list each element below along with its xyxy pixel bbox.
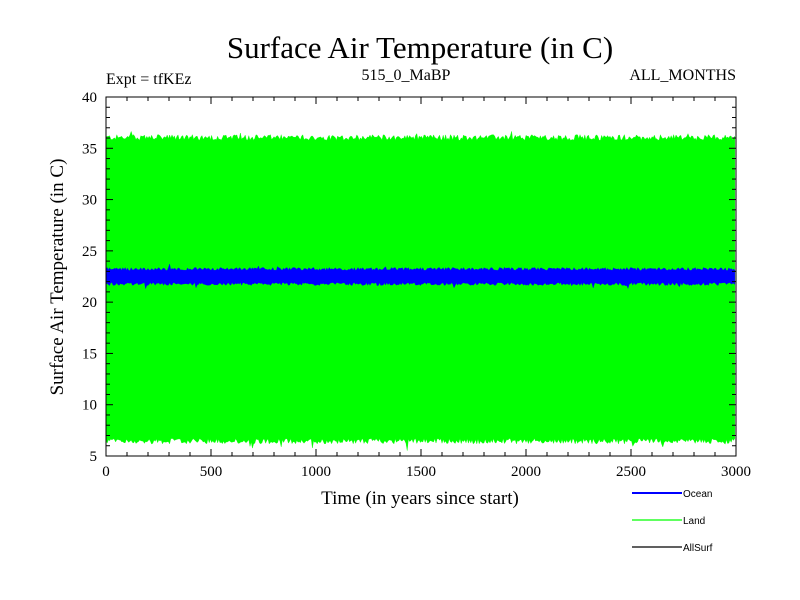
x-tick-label: 3000: [721, 464, 751, 480]
x-tick-label: 2500: [616, 464, 646, 480]
x-axis-label: Time (in years since start): [321, 488, 519, 509]
y-tick-label: 35: [82, 141, 97, 157]
legend-label-ocean: Ocean: [683, 489, 712, 500]
subtitle-center: 515_0_MaBP: [362, 67, 451, 84]
y-tick-label: 30: [82, 193, 97, 209]
y-tick-label: 20: [82, 295, 97, 311]
axes: 0 500 1000 1500 2000 2500 3000 5 10 15 20 25 30 35 40: [82, 90, 751, 480]
x-tick-label: 500: [200, 464, 223, 480]
legend-label-land: Land: [683, 516, 705, 527]
y-tick-label: 10: [82, 398, 97, 414]
x-tick-label: 0: [102, 464, 110, 480]
legend-label-allsurf: AllSurf: [683, 543, 713, 554]
legend: Ocean Land AllSurf: [632, 489, 713, 554]
y-tick-label: 25: [82, 244, 97, 260]
x-tick-label: 2000: [511, 464, 541, 480]
plot-area: [105, 130, 735, 451]
y-tick-label: 5: [90, 449, 98, 465]
y-tick-label: 40: [82, 90, 97, 106]
y-tick-label: 15: [82, 346, 97, 362]
x-tick-label: 1500: [406, 464, 436, 480]
subtitle-right: ALL_MONTHS: [629, 67, 736, 84]
chart-title: Surface Air Temperature (in C): [227, 30, 613, 65]
y-axis-label: Surface Air Temperature (in C): [47, 159, 68, 396]
x-tick-label: 1000: [301, 464, 331, 480]
series-ocean-band: [105, 263, 735, 290]
subtitle-left: Expt = tfKEz: [106, 71, 191, 88]
series-land-band: [105, 130, 735, 451]
